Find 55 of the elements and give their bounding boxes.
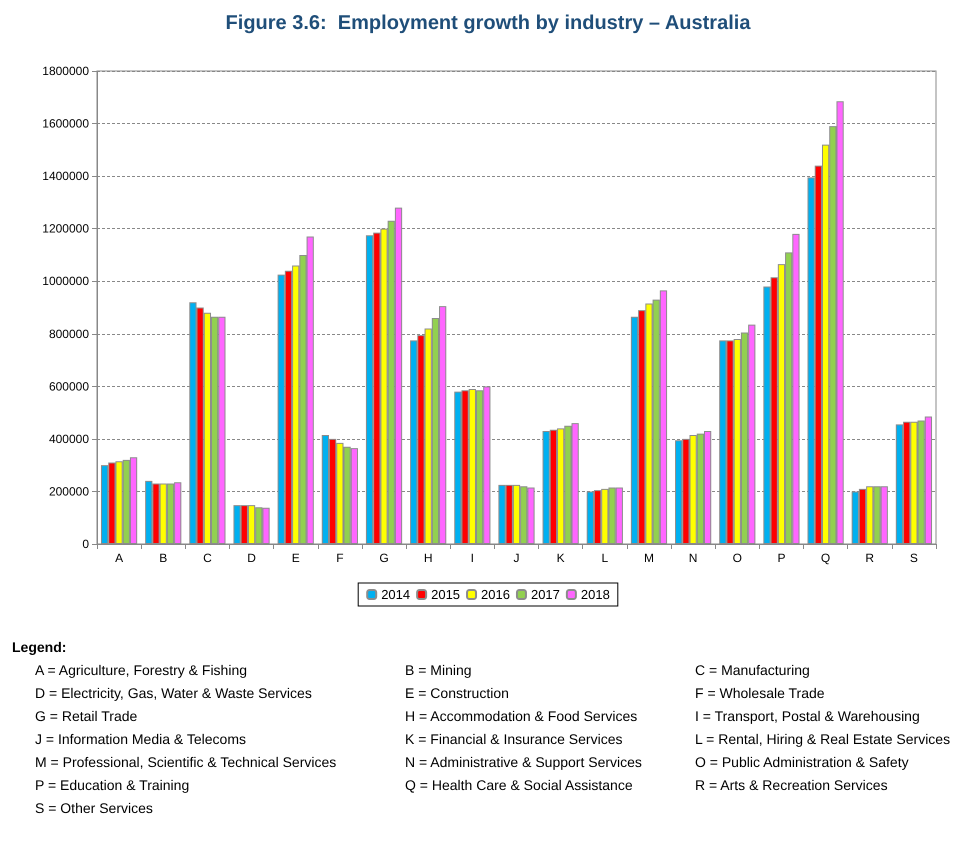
y-tick-label: 1000000: [42, 274, 90, 288]
x-tick-label: N: [688, 551, 698, 565]
x-tick-label: E: [292, 551, 300, 565]
x-tick-label: B: [159, 551, 168, 565]
x-tick-label: S: [910, 551, 918, 565]
x-tick-label: C: [203, 551, 212, 565]
y-tick-label: 0: [82, 537, 90, 551]
text: F = Wholesale Trade: [695, 685, 825, 701]
text: Q = Health Care & Social Assistance: [405, 777, 633, 793]
y-tick-label: 400000: [48, 432, 90, 446]
y-tick-label: 1400000: [42, 169, 90, 184]
text: E = Construction: [405, 685, 509, 701]
legend-label: 2018: [580, 587, 610, 602]
text: S = Other Services: [35, 800, 153, 816]
text: O = Public Administration & Safety: [695, 754, 909, 770]
x-tick-label: H: [424, 551, 433, 565]
legend-label: 2017: [530, 587, 560, 602]
text: B = Mining: [405, 662, 472, 678]
text: L = Rental, Hiring & Real Estate Services: [695, 731, 950, 747]
x-tick-label: D: [247, 551, 256, 565]
x-tick-label: Q: [820, 551, 830, 565]
x-tick-label: A: [115, 551, 124, 565]
y-tick-label: 200000: [48, 484, 90, 498]
x-tick-label: L: [601, 551, 608, 565]
y-tick-label: 800000: [48, 326, 90, 341]
text: C = Manufacturing: [695, 662, 810, 678]
x-tick-label: R: [865, 551, 874, 565]
legend-label: 2014: [381, 587, 410, 602]
x-tick-label: K: [556, 551, 565, 565]
text: R = Arts & Recreation Services: [695, 777, 888, 793]
text: P = Education & Training: [35, 777, 190, 793]
text: H = Accommodation & Food Services: [405, 708, 638, 724]
text: G = Retail Trade: [35, 708, 138, 724]
x-tick-label: M: [644, 551, 654, 565]
y-tick-label: 1200000: [42, 222, 90, 236]
text: J = Information Media & Telecoms: [35, 731, 246, 747]
y-tick-label: 600000: [48, 379, 90, 394]
text: N = Administrative & Support Services: [405, 754, 642, 770]
text: D = Electricity, Gas, Water & Waste Services: [35, 685, 312, 701]
text: A = Agriculture, Forestry & Fishing: [35, 662, 248, 678]
text: Legend:: [12, 639, 66, 655]
chart-title: Figure 3.6: Employment growth by industry – Australia: [226, 12, 752, 34]
legend-label: 2015: [431, 587, 460, 602]
y-tick-label: 1600000: [42, 116, 90, 131]
x-tick-label: J: [514, 551, 520, 565]
text: I = Transport, Postal & Warehousing: [695, 708, 920, 724]
x-tick-label: O: [732, 551, 742, 565]
legend-label: 2016: [481, 587, 510, 602]
x-tick-label: G: [379, 551, 389, 565]
x-tick-label: P: [777, 551, 786, 565]
x-tick-label: I: [470, 551, 474, 565]
text: K = Financial & Insurance Services: [405, 731, 622, 747]
x-tick-label: F: [336, 551, 344, 565]
text: M = Professional, Scientific & Technical Services: [35, 754, 336, 770]
y-tick-label: 1800000: [42, 64, 90, 78]
